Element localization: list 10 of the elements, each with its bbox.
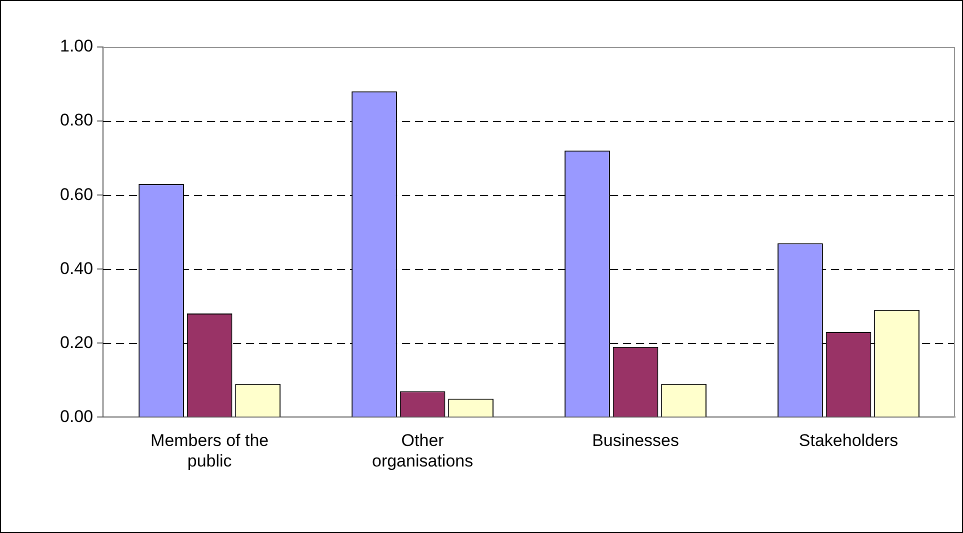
- y-tick-label: 0.80: [60, 110, 94, 130]
- y-tick-label: 0.20: [60, 332, 94, 352]
- x-tick-label: Members of the public: [150, 431, 269, 470]
- x-tick-label: Other organisations: [372, 431, 474, 470]
- x-tick-label: Businesses: [592, 431, 679, 450]
- y-tick-label: 0.00: [60, 406, 94, 426]
- y-tick-label: 0.60: [60, 184, 94, 204]
- y-tick-label: 0.40: [60, 258, 94, 278]
- x-tick-label: Stakeholders: [798, 431, 898, 450]
- y-tick-label: 1.00: [60, 36, 94, 56]
